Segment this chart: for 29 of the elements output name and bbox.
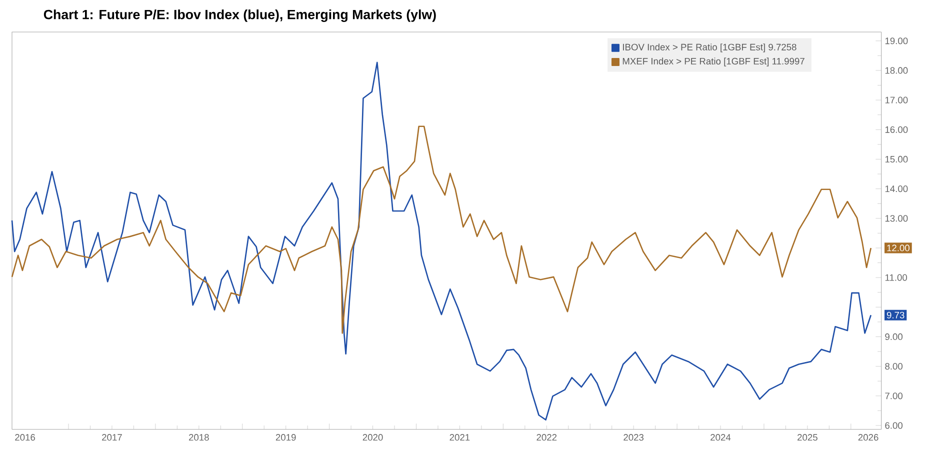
x-tick-label: 2018 xyxy=(188,434,209,440)
x-tick-label: 2024 xyxy=(710,434,731,440)
x-tick-label: 2016 xyxy=(15,434,35,440)
x-tick-label: 2022 xyxy=(536,434,557,440)
legend-label: IBOV Index > PE Ratio [1GBF Est] 9.7258 xyxy=(623,43,796,52)
y-tick-label: 13.00 xyxy=(885,214,908,222)
x-tick-label: 2023 xyxy=(624,434,644,440)
y-tick-label: 6.00 xyxy=(885,422,903,429)
y-tick-label: 18.00 xyxy=(885,67,908,74)
y-tick-label: 16.00 xyxy=(885,126,908,133)
y-tick-label: 8.00 xyxy=(885,362,903,370)
annotation: 9.73 xyxy=(886,312,904,318)
x-tick-label: 2026 xyxy=(858,434,878,440)
chart-title: Chart 1: Future P/E: Ibov Index (blue), Emerging Markets (ylw) xyxy=(44,9,436,22)
y-tick-label: 7.00 xyxy=(885,392,903,400)
x-tick-label: 2025 xyxy=(798,434,818,440)
y-tick-label: 17.00 xyxy=(885,96,908,104)
x-tick-label: 2021 xyxy=(450,434,470,440)
x-tick-label: 2019 xyxy=(276,434,296,440)
legend-label: MXEF Index > PE Ratio [1GBF Est] 11.9997 xyxy=(622,58,804,66)
line-series xyxy=(11,126,872,334)
x-tick-label: 2020 xyxy=(362,434,383,440)
y-tick-label: 15.00 xyxy=(885,156,908,162)
y-tick-label: 11.00 xyxy=(885,274,908,281)
y-tick-label: 19.00 xyxy=(885,37,908,44)
y-tick-label: 14.00 xyxy=(885,185,908,192)
x-tick-label: 2017 xyxy=(102,434,122,440)
annotation: 12.00 xyxy=(887,244,910,252)
y-tick-label: 9.00 xyxy=(885,333,903,340)
